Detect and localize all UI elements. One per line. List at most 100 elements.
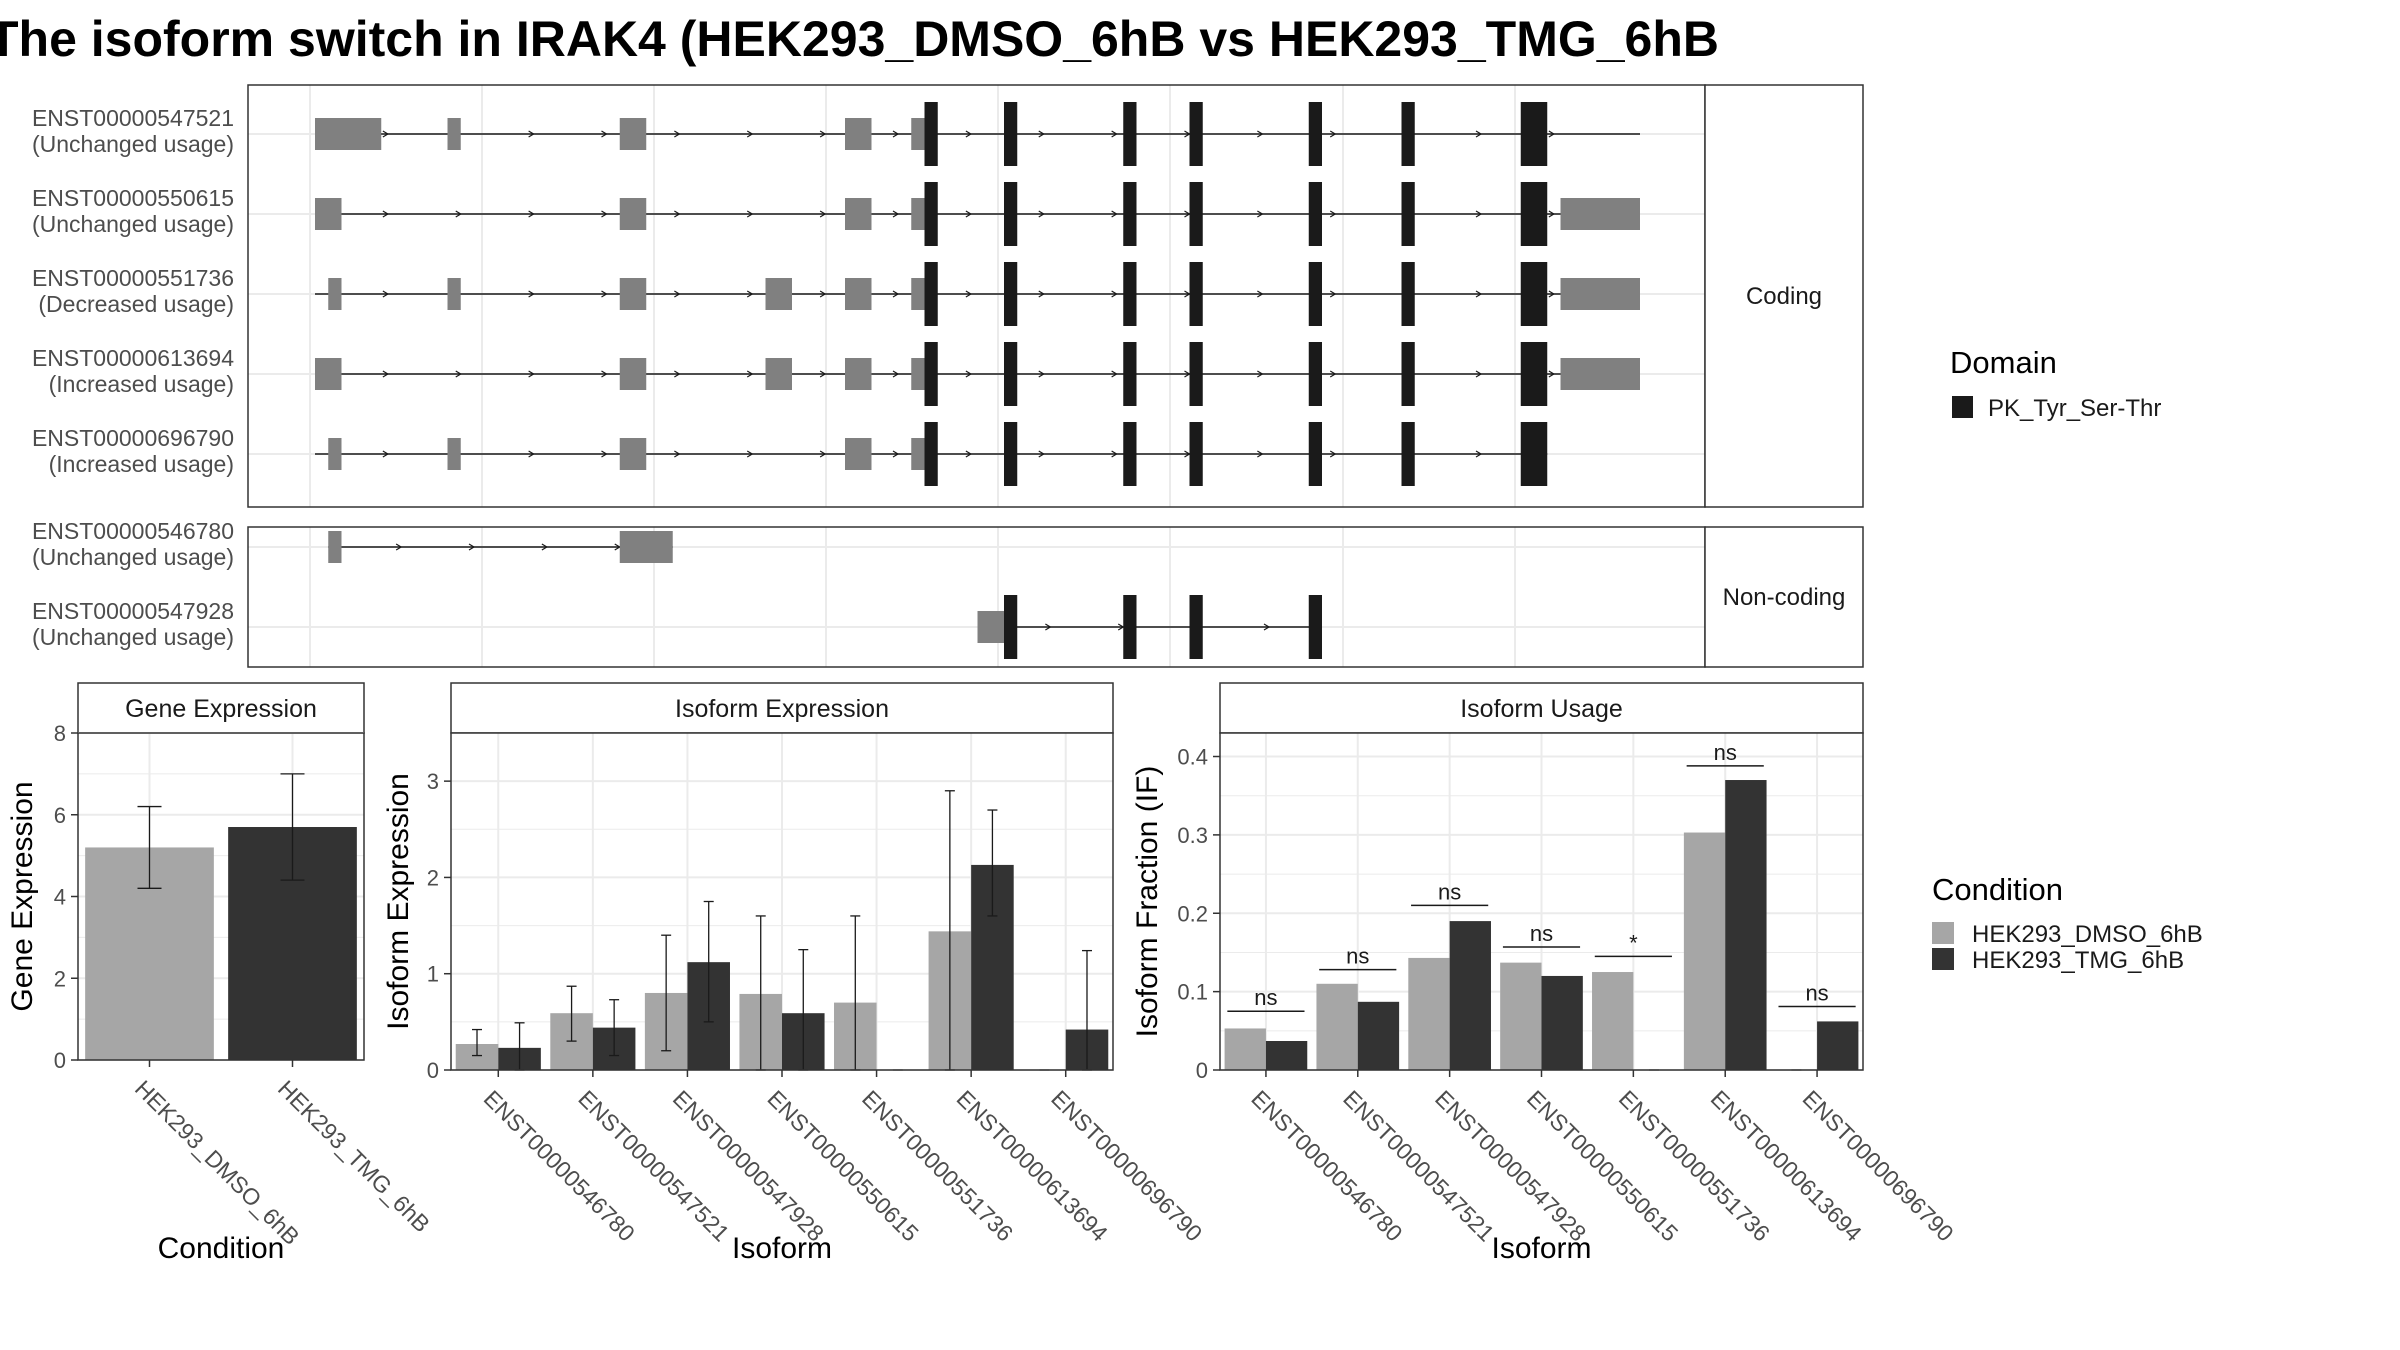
strand-arrow bbox=[528, 290, 535, 298]
strand-arrow bbox=[1329, 130, 1337, 138]
transcript-id-label: ENST00000550615 bbox=[32, 185, 234, 211]
significance-label: ns bbox=[1438, 879, 1461, 904]
bar bbox=[1592, 972, 1634, 1070]
significance-label: ns bbox=[1346, 944, 1369, 969]
strand-arrow bbox=[455, 370, 462, 378]
strand-arrow bbox=[601, 130, 608, 138]
isoform-expression-chart: Isoform Expression0123ENST00000546780ENS… bbox=[382, 682, 1207, 1265]
domain-exon bbox=[1520, 422, 1548, 486]
bar bbox=[1357, 1001, 1400, 1070]
strand-arrow bbox=[1111, 370, 1118, 378]
transcript-usage-label: (Increased usage) bbox=[49, 371, 234, 397]
strand-arrow bbox=[601, 370, 608, 378]
utr-exon bbox=[1560, 198, 1640, 230]
strand-arrow bbox=[674, 290, 681, 298]
x-tick-label: ENST00000551736 bbox=[1614, 1085, 1775, 1246]
domain-exon bbox=[1520, 102, 1548, 166]
y-tick-label: 0.2 bbox=[1177, 901, 1208, 926]
strand-arrow bbox=[528, 130, 535, 138]
bar bbox=[1224, 1028, 1266, 1070]
y-tick-label: 2 bbox=[54, 966, 66, 991]
utr-exon bbox=[911, 438, 925, 470]
domain-exon bbox=[924, 422, 938, 486]
x-tick-label: ENST00000546780 bbox=[1246, 1085, 1407, 1246]
significance-label: ns bbox=[1714, 740, 1737, 765]
strand-arrow bbox=[819, 370, 827, 378]
y-tick-label: 0 bbox=[427, 1058, 439, 1083]
strand-arrow bbox=[1111, 210, 1118, 218]
strand-arrow bbox=[819, 130, 827, 138]
utr-exon bbox=[911, 118, 925, 150]
domain-exon bbox=[1004, 595, 1018, 659]
transcript-id-label: ENST00000696790 bbox=[32, 425, 234, 451]
strand-arrow bbox=[1475, 290, 1483, 298]
y-axis-title: Gene Expression bbox=[6, 781, 39, 1011]
strand-arrow bbox=[674, 210, 681, 218]
strand-arrow bbox=[1257, 130, 1264, 138]
strand-arrow bbox=[892, 290, 900, 298]
chart-title: Gene Expression bbox=[125, 695, 317, 723]
transcript-id-label: ENST00000613694 bbox=[32, 345, 234, 371]
strand-arrow bbox=[1475, 370, 1483, 378]
strand-arrow bbox=[892, 210, 900, 218]
domain-exon bbox=[1308, 262, 1322, 326]
strand-arrow bbox=[601, 210, 608, 218]
bar bbox=[1817, 1021, 1859, 1070]
strand-arrow bbox=[1038, 290, 1045, 298]
strand-arrow bbox=[1475, 130, 1483, 138]
y-tick-label: 4 bbox=[54, 885, 66, 910]
utr-exon bbox=[619, 278, 647, 310]
utr-exon bbox=[911, 358, 925, 390]
domain-exon bbox=[1123, 422, 1137, 486]
transcript-usage-label: (Unchanged usage) bbox=[32, 211, 234, 237]
domain-exon bbox=[1308, 342, 1322, 406]
utr-exon bbox=[619, 118, 647, 150]
strand-arrow bbox=[746, 130, 754, 138]
domain-exon bbox=[1401, 102, 1415, 166]
strand-arrow bbox=[1548, 290, 1556, 298]
strand-arrow bbox=[455, 210, 462, 218]
utr-exon bbox=[447, 278, 461, 310]
strand-arrow bbox=[819, 210, 827, 218]
bar bbox=[1683, 832, 1726, 1070]
strand-arrow bbox=[746, 450, 754, 458]
domain-exon bbox=[1123, 342, 1137, 406]
transcript-usage-label: (Unchanged usage) bbox=[32, 544, 234, 570]
x-tick-label: ENST00000613694 bbox=[1706, 1085, 1867, 1246]
utr-exon bbox=[315, 118, 382, 150]
domain-exon bbox=[924, 102, 938, 166]
x-axis-title: Condition bbox=[158, 1232, 285, 1265]
noncoding-panel-bg bbox=[248, 527, 1705, 667]
domain-exon bbox=[1189, 342, 1203, 406]
y-tick-label: 2 bbox=[427, 865, 439, 890]
strand-arrow bbox=[1548, 210, 1556, 218]
y-tick-label: 8 bbox=[54, 721, 66, 746]
strand-arrow bbox=[382, 290, 390, 298]
strand-arrow bbox=[1329, 290, 1337, 298]
utr-exon bbox=[619, 198, 647, 230]
y-axis-title: Isoform Expression bbox=[382, 773, 415, 1030]
utr-exon bbox=[977, 611, 1004, 643]
strand-arrow bbox=[1038, 130, 1045, 138]
strand-arrow bbox=[1045, 623, 1052, 631]
utr-exon bbox=[328, 278, 342, 310]
condition-legend-label-dmso: HEK293_DMSO_6hB bbox=[1972, 921, 2203, 948]
domain-exon bbox=[1520, 182, 1548, 246]
transcript-id-label: ENST00000547928 bbox=[32, 598, 234, 624]
strip-background bbox=[450, 682, 1114, 734]
utr-exon bbox=[845, 358, 872, 390]
strand-arrow bbox=[1257, 370, 1264, 378]
strand-arrow bbox=[395, 543, 403, 551]
coding-strip-label: Coding bbox=[1746, 283, 1822, 310]
strand-arrow bbox=[1329, 450, 1337, 458]
noncoding-strip: Non-coding bbox=[1704, 526, 1864, 668]
bar bbox=[1500, 962, 1542, 1070]
strand-arrow bbox=[1475, 450, 1483, 458]
y-tick-label: 0.3 bbox=[1177, 823, 1208, 848]
y-tick-label: 0.4 bbox=[1177, 745, 1208, 770]
strand-arrow bbox=[1111, 450, 1118, 458]
domain-exon bbox=[1123, 102, 1137, 166]
strand-arrow bbox=[965, 450, 973, 458]
y-tick-label: 6 bbox=[54, 803, 66, 828]
x-tick-label: ENST00000550615 bbox=[1522, 1085, 1683, 1246]
